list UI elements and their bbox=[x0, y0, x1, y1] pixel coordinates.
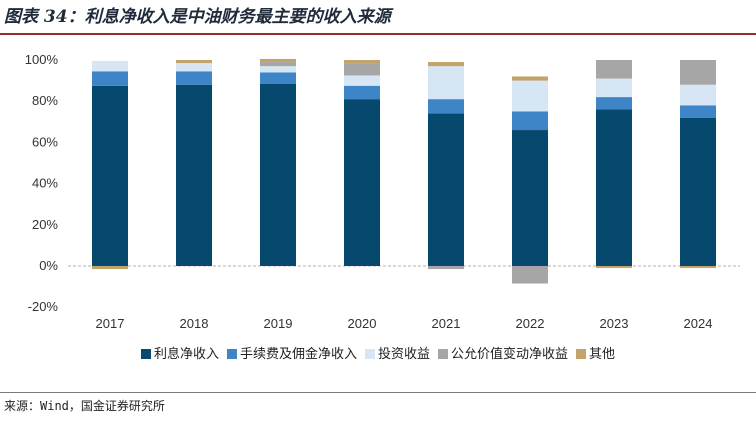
bar-segment bbox=[344, 99, 380, 266]
bar-segment bbox=[176, 63, 212, 72]
bar-segment bbox=[260, 62, 296, 67]
bar-segment bbox=[512, 76, 548, 81]
source-divider bbox=[0, 392, 756, 393]
bar-segment bbox=[680, 266, 716, 269]
legend-swatch bbox=[364, 349, 375, 359]
y-axis: -20% 0% 20% 40% 60% 80% 100% bbox=[25, 52, 740, 314]
x-tick-label: 2022 bbox=[516, 316, 545, 331]
y-tick-label: 20% bbox=[32, 217, 58, 232]
bar-segment bbox=[260, 58, 296, 63]
x-tick-label: 2019 bbox=[264, 316, 293, 331]
bar-segment bbox=[344, 85, 380, 100]
bar-segment bbox=[512, 266, 548, 284]
bar-segment bbox=[176, 84, 212, 266]
chart-title: 图表 34：利息净收入是中油财务最主要的收入来源 bbox=[4, 7, 391, 27]
legend-label: 投资收益 bbox=[378, 346, 430, 361]
x-tick-label: 2024 bbox=[684, 316, 713, 331]
bar-segment bbox=[176, 60, 212, 64]
y-tick-label: 0% bbox=[39, 258, 58, 273]
legend-swatch bbox=[140, 349, 151, 359]
bar-segment bbox=[92, 61, 128, 72]
legend: 利息净收入 手续费及佣金净收入 投资收益 公允价值变动净收益 其他 bbox=[140, 346, 615, 361]
legend-label: 其他 bbox=[589, 346, 615, 361]
bar-segment bbox=[92, 71, 128, 86]
bar-segment bbox=[260, 66, 296, 73]
bar-segment bbox=[344, 63, 380, 76]
bars bbox=[92, 58, 716, 284]
bar-segment bbox=[512, 80, 548, 112]
bar-segment bbox=[428, 62, 464, 67]
bar-segment bbox=[92, 85, 128, 266]
x-tick-label: 2017 bbox=[96, 316, 125, 331]
x-tick-label: 2020 bbox=[348, 316, 377, 331]
legend-item: 投资收益 bbox=[364, 346, 430, 361]
legend-swatch bbox=[576, 349, 587, 359]
bar-segment bbox=[680, 117, 716, 267]
x-tick-label: 2021 bbox=[432, 316, 461, 331]
bar-segment bbox=[260, 72, 296, 84]
y-tick-label: 60% bbox=[32, 134, 58, 149]
bar-segment bbox=[680, 84, 716, 106]
bar-segment bbox=[260, 83, 296, 266]
bar-segment bbox=[512, 130, 548, 266]
legend-label: 公允价值变动净收益 bbox=[451, 346, 568, 361]
legend-swatch bbox=[438, 349, 449, 359]
title-divider bbox=[0, 33, 756, 35]
bar-segment bbox=[680, 60, 716, 85]
bar-segment bbox=[428, 66, 464, 100]
y-tick-label: -20% bbox=[28, 299, 59, 314]
y-tick-label: 80% bbox=[32, 93, 58, 108]
x-tick-label: 2018 bbox=[180, 316, 209, 331]
bar-segment bbox=[92, 266, 128, 270]
legend-label: 利息净收入 bbox=[154, 346, 219, 361]
legend-label: 手续费及佣金净收入 bbox=[240, 346, 357, 361]
bar-segment bbox=[596, 97, 632, 110]
y-tick-label: 100% bbox=[25, 52, 59, 67]
legend-item: 公允价值变动净收益 bbox=[438, 346, 568, 361]
bar-segment bbox=[596, 109, 632, 266]
bar-segment bbox=[428, 99, 464, 114]
bar-segment bbox=[428, 266, 464, 270]
y-tick-label: 40% bbox=[32, 176, 58, 191]
x-tick-label: 2023 bbox=[600, 316, 629, 331]
bar-segment bbox=[344, 60, 380, 64]
bar-segment bbox=[344, 75, 380, 86]
legend-item: 手续费及佣金净收入 bbox=[226, 346, 357, 361]
bar-segment bbox=[596, 60, 632, 79]
bar-segment bbox=[596, 78, 632, 98]
source-note: 来源：Wind，国金证券研究所 bbox=[4, 399, 165, 413]
legend-item: 利息净收入 bbox=[140, 346, 219, 361]
bar-segment bbox=[176, 71, 212, 85]
bar-segment bbox=[512, 111, 548, 131]
stacked-bar-chart: -20%0%20%40%60%80%100% 2017 2018 2019 2020 2… bbox=[25, 52, 740, 361]
x-axis: 2017 2018 2019 2020 2021 2022 2023 2024 bbox=[96, 316, 713, 331]
bar-segment bbox=[596, 266, 632, 269]
legend-swatch bbox=[226, 349, 237, 359]
bar-segment bbox=[680, 105, 716, 118]
bar-segment bbox=[428, 113, 464, 266]
legend-item: 其他 bbox=[576, 346, 615, 361]
